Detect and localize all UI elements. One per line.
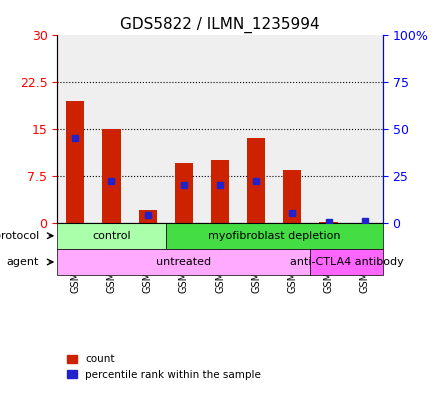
Bar [139, 210, 157, 223]
Text: protocol: protocol [0, 231, 39, 241]
Text: untreated: untreated [156, 257, 211, 267]
Bar [283, 170, 301, 223]
Bar [93, 35, 129, 223]
Bar [211, 160, 229, 223]
Legend: count, percentile rank within the sample: count, percentile rank within the sample [62, 350, 265, 384]
Bar [274, 35, 311, 223]
Bar [129, 35, 166, 223]
Bar [247, 138, 265, 223]
FancyBboxPatch shape [166, 223, 383, 249]
Bar [202, 35, 238, 223]
Bar [103, 129, 121, 223]
Text: agent: agent [7, 257, 39, 267]
FancyBboxPatch shape [57, 223, 166, 249]
Bar [238, 35, 274, 223]
FancyBboxPatch shape [57, 249, 311, 275]
Text: control: control [92, 231, 131, 241]
Title: GDS5822 / ILMN_1235994: GDS5822 / ILMN_1235994 [120, 17, 320, 33]
Bar [175, 163, 193, 223]
FancyBboxPatch shape [311, 249, 383, 275]
Bar [311, 35, 347, 223]
Text: myofibroblast depletion: myofibroblast depletion [208, 231, 341, 241]
Text: anti-CTLA4 antibody: anti-CTLA4 antibody [290, 257, 403, 267]
Bar [166, 35, 202, 223]
Bar [66, 101, 84, 223]
Bar [347, 35, 383, 223]
Bar [57, 35, 93, 223]
